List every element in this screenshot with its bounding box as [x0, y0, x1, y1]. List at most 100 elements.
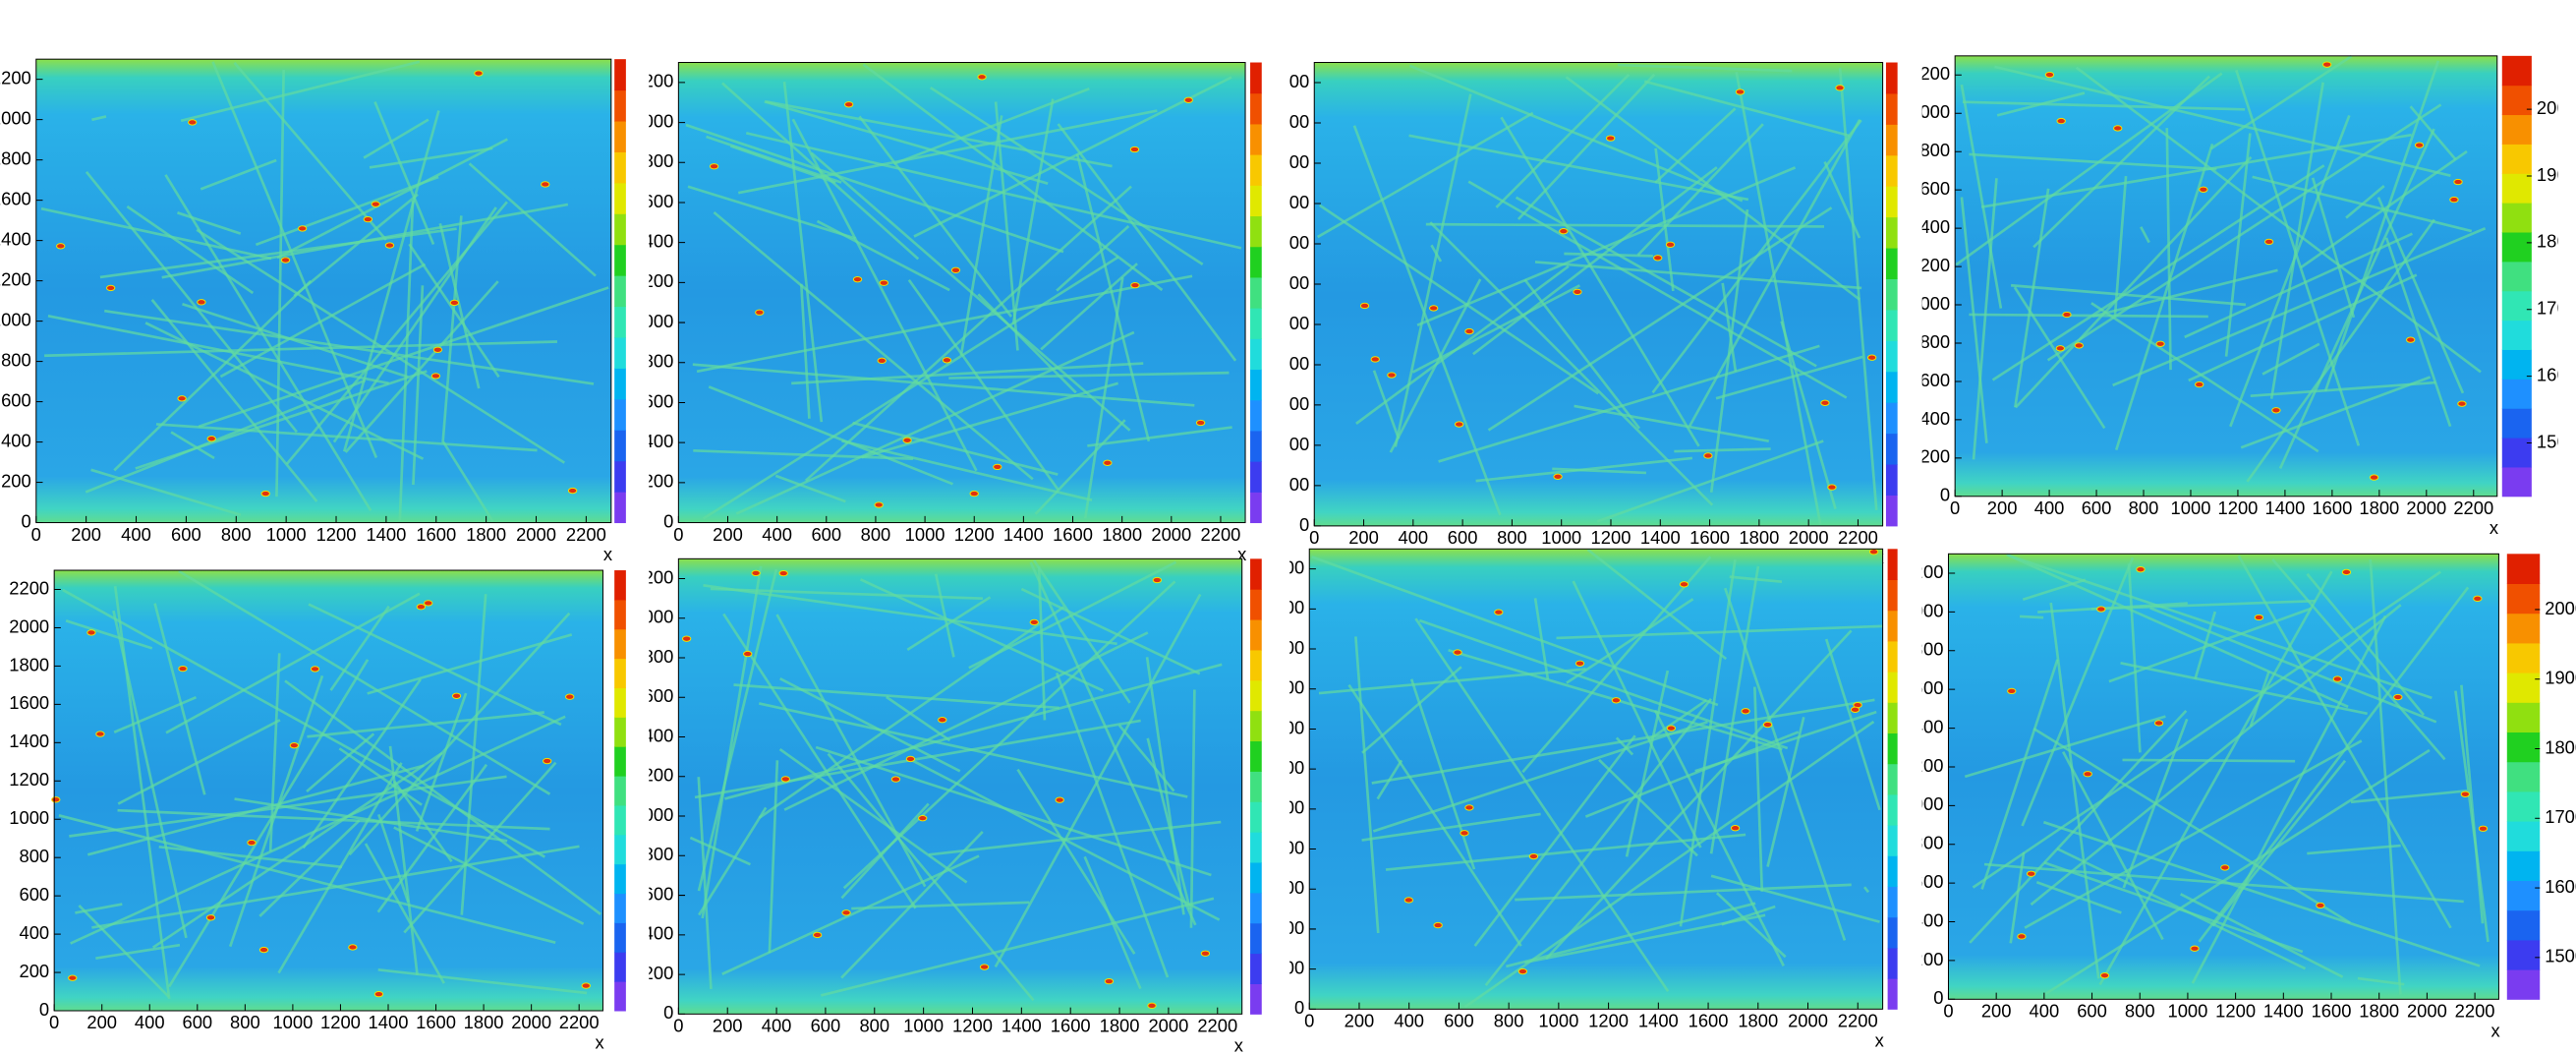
track: [2307, 844, 2401, 855]
track: [95, 943, 181, 960]
y-tick-label: 0: [1940, 485, 1950, 505]
track: [907, 278, 1059, 492]
track: [233, 62, 387, 241]
y-tick-label: 400: [19, 922, 49, 943]
hot-spot: [289, 741, 300, 749]
track: [2007, 554, 2433, 700]
x-tick-label: 1400: [1002, 1016, 1042, 1036]
track: [85, 170, 298, 434]
track: [117, 719, 281, 805]
colorbar-step: [614, 182, 626, 214]
track: [702, 256, 1119, 520]
plot-frame: [677, 62, 1246, 524]
colorbar-step: [2506, 554, 2541, 585]
y-tick-label: 1800: [633, 150, 673, 171]
hot-spot: [1147, 1002, 1157, 1010]
panel: 0 200 400 600 800 1000 1200 1400 1600 1800 2000 220…: [1904, 553, 2576, 1041]
hot-spot: [541, 181, 550, 188]
colorbar-step: [1885, 92, 1898, 125]
hot-spot: [1453, 649, 1462, 656]
track: [1709, 565, 1760, 854]
track: [720, 82, 920, 261]
y-tick-label: 1800: [1910, 140, 1950, 160]
track: [377, 967, 588, 995]
colorbar-step: [1887, 916, 1898, 949]
colorbar-step: [1887, 579, 1898, 612]
x-tick-label: 400: [121, 524, 151, 545]
track: [768, 760, 779, 954]
track: [2120, 661, 2368, 716]
y-tick-label: 2000: [633, 110, 673, 131]
x-tick-label: 1800: [2359, 1001, 2399, 1022]
hot-spot: [2190, 945, 2200, 952]
hot-spot: [1653, 255, 1663, 262]
x-tick-label: 1000: [1538, 1011, 1578, 1031]
y-tick-label: 1400: [1264, 717, 1304, 737]
hot-spot: [451, 692, 462, 699]
track: [2024, 739, 2363, 929]
x-tick-label: 0: [673, 524, 683, 545]
track: [1653, 709, 1785, 966]
hot-spot: [938, 717, 947, 724]
colorbar-tick-label: 1500: [2537, 431, 2576, 451]
plot-frame: [1313, 62, 1884, 527]
hot-spot: [260, 490, 270, 498]
track: [1654, 147, 1675, 292]
hot-spot: [95, 731, 105, 737]
colorbar-step: [2506, 909, 2541, 941]
track: [851, 901, 1030, 910]
y-tick-label: 600: [1275, 877, 1305, 898]
x-tick-label: 1800: [464, 1012, 504, 1032]
track: [764, 100, 1049, 185]
track: [1980, 133, 2412, 208]
hot-spot: [780, 776, 790, 783]
hot-spot: [1152, 576, 1163, 584]
track: [862, 63, 1164, 292]
track: [934, 573, 955, 658]
track: [2056, 848, 2307, 970]
track: [2090, 302, 2319, 453]
hot-spot: [852, 275, 863, 283]
track: [2114, 143, 2214, 451]
track: [1372, 370, 1401, 439]
track: [1473, 734, 1636, 947]
track: [348, 612, 571, 856]
colorbar-step: [2501, 320, 2532, 350]
track: [1955, 72, 2223, 266]
x-axis-label: x: [1234, 1035, 1243, 1054]
hot-spot: [1665, 241, 1676, 249]
hot-spot: [51, 796, 61, 803]
track: [2460, 684, 2485, 924]
scaled-layer: 0 200 400 600 800 1000 1200 1400 1600 1800 2000 220…: [0, 55, 2576, 1054]
x-tick-label: 1400: [366, 524, 406, 545]
track: [858, 115, 1013, 318]
track: [161, 203, 569, 279]
hot-spot: [258, 946, 269, 954]
y-tick-label: 600: [1280, 393, 1310, 414]
colorbar-step: [614, 922, 626, 953]
x-tick-label: 200: [713, 524, 743, 545]
track: [1980, 659, 2059, 890]
x-tick-label: 1600: [2312, 1001, 2352, 1022]
track: [2042, 820, 2481, 967]
x-tick-label: 2200: [1838, 527, 1878, 548]
track: [713, 210, 1034, 481]
y-tick-label: 2200: [1904, 561, 1944, 582]
track: [1572, 580, 1702, 849]
track: [697, 568, 778, 892]
track: [293, 193, 419, 298]
colorbar-step: [1887, 732, 1898, 765]
x-tick-label: 1600: [416, 524, 456, 545]
y-tick-label: 1000: [0, 309, 31, 329]
hot-spot: [2263, 238, 2274, 246]
track: [1487, 206, 1833, 432]
panel: 0 200 400 600 800 1000 1200 1400 1600 1800 2000 220…: [1280, 62, 1898, 567]
colorbar-step: [1250, 276, 1262, 309]
x-tick-label: 200: [1981, 1001, 2012, 1022]
x-tick-label: 600: [182, 1012, 212, 1032]
x-tick-label: 1200: [1591, 527, 1631, 548]
track: [2229, 114, 2351, 428]
track: [167, 659, 370, 988]
track: [170, 431, 215, 460]
x-tick-label: 800: [230, 1012, 260, 1032]
